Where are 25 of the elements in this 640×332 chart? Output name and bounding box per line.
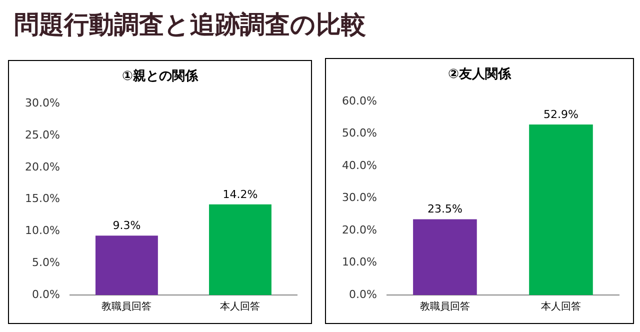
y-tick-label: 30.0% [24,96,60,110]
x-tick-label: 教職員回答 [102,300,152,313]
x-tick-label: 本人回答 [220,300,260,313]
y-tick-label: 10.0% [24,224,60,238]
x-tick-label: 教職員回答 [420,300,470,313]
text: 9.3% [112,219,141,232]
y-tick-label: 15.0% [24,192,60,206]
x-tick-label: 本人回答 [540,300,581,313]
y-tick-label: 20.0% [24,160,60,174]
text: 52.9% [544,108,578,121]
y-tick-label: 60.0% [342,94,377,108]
y-tick-label: 5.0% [32,256,60,269]
y-tick-label: 30.0% [342,191,377,204]
y-tick-label: 10.0% [342,256,377,269]
y-tick-label: 0.0% [32,288,60,301]
y-tick-label: 50.0% [342,126,377,140]
chart-subtitle: ①親との関係 [120,68,200,85]
y-tick-label: 0.0% [348,288,377,301]
text: 23.5% [427,202,462,216]
text: 14.2% [222,188,258,201]
y-tick-label: 25.0% [24,128,60,142]
y-tick-label: 20.0% [342,223,377,236]
y-tick-label: 40.0% [342,158,377,172]
chart-title: 問題行動調査と追跡調査の比較 [14,9,366,41]
chart-subtitle: ②友人関係 [446,66,512,83]
